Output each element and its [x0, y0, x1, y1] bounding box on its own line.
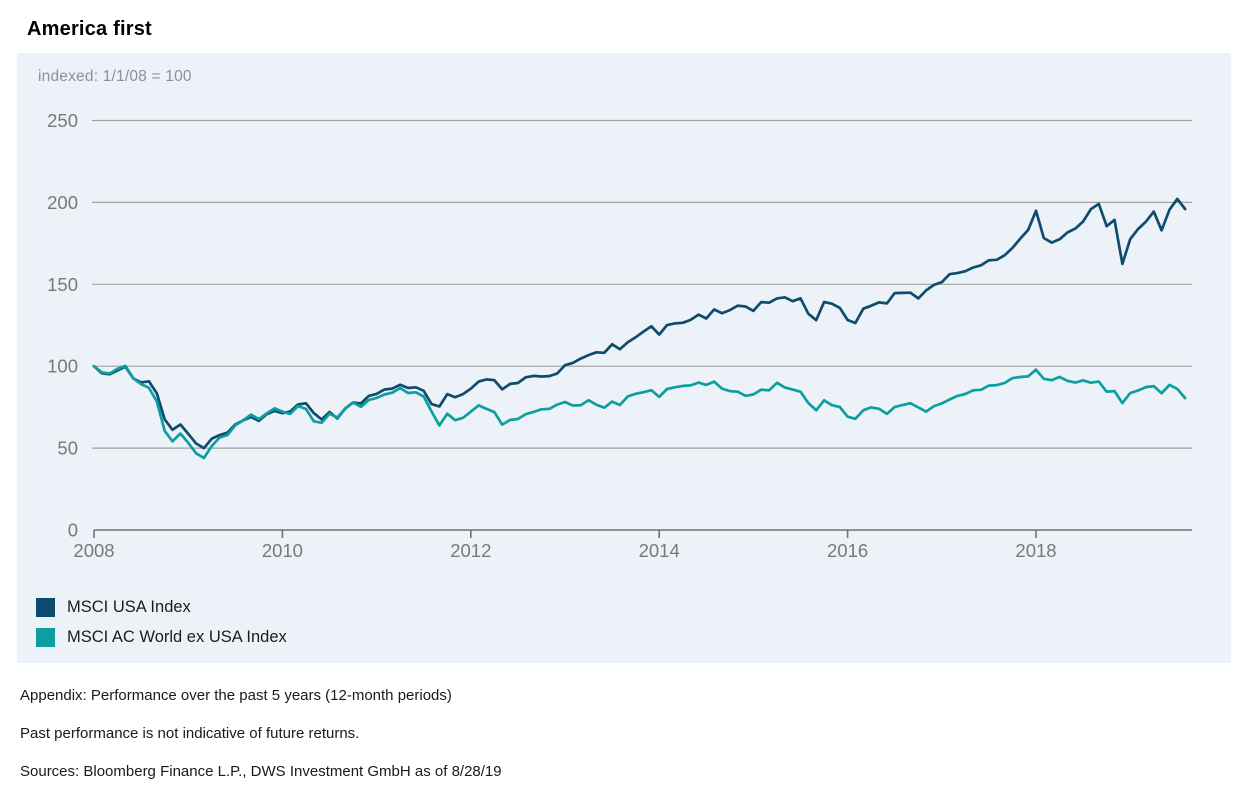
chart-legend: MSCI USA Index MSCI AC World ex USA Inde… [36, 597, 287, 657]
legend-label: MSCI AC World ex USA Index [67, 627, 287, 646]
chart-panel: indexed: 1/1/08 = 100 0 50 100 150 200 250 200… [17, 53, 1231, 663]
footnote-sources: Sources: Bloomberg Finance L.P., DWS Inv… [20, 763, 502, 780]
svg-text:200: 200 [47, 192, 78, 213]
legend-label: MSCI USA Index [67, 597, 191, 616]
svg-text:2016: 2016 [827, 540, 868, 561]
svg-text:2010: 2010 [262, 540, 303, 561]
msci-usa-swatch [36, 597, 55, 617]
svg-text:2008: 2008 [73, 540, 114, 561]
svg-text:2014: 2014 [639, 540, 680, 561]
svg-text:50: 50 [57, 438, 78, 459]
chart-index-note: indexed: 1/1/08 = 100 [38, 68, 192, 85]
svg-text:2012: 2012 [450, 540, 491, 561]
footnote-appendix: Appendix: Performance over the past 5 ye… [20, 687, 452, 704]
legend-item-msci-world-ex-usa: MSCI AC World ex USA Index [36, 627, 287, 647]
svg-text:2018: 2018 [1015, 540, 1056, 561]
msci-world-ex-usa-swatch [36, 627, 55, 647]
footnote-disclaimer: Past performance is not indicative of fu… [20, 725, 360, 742]
legend-item-msci-usa: MSCI USA Index [36, 597, 287, 617]
svg-text:150: 150 [47, 274, 78, 295]
svg-text:250: 250 [47, 110, 78, 131]
svg-text:100: 100 [47, 356, 78, 377]
page-title: America first [27, 18, 152, 40]
chart-canvas: 0 50 100 150 200 250 2008 2010 2012 2014 2016 2018 [47, 110, 1192, 561]
svg-text:0: 0 [68, 520, 78, 541]
